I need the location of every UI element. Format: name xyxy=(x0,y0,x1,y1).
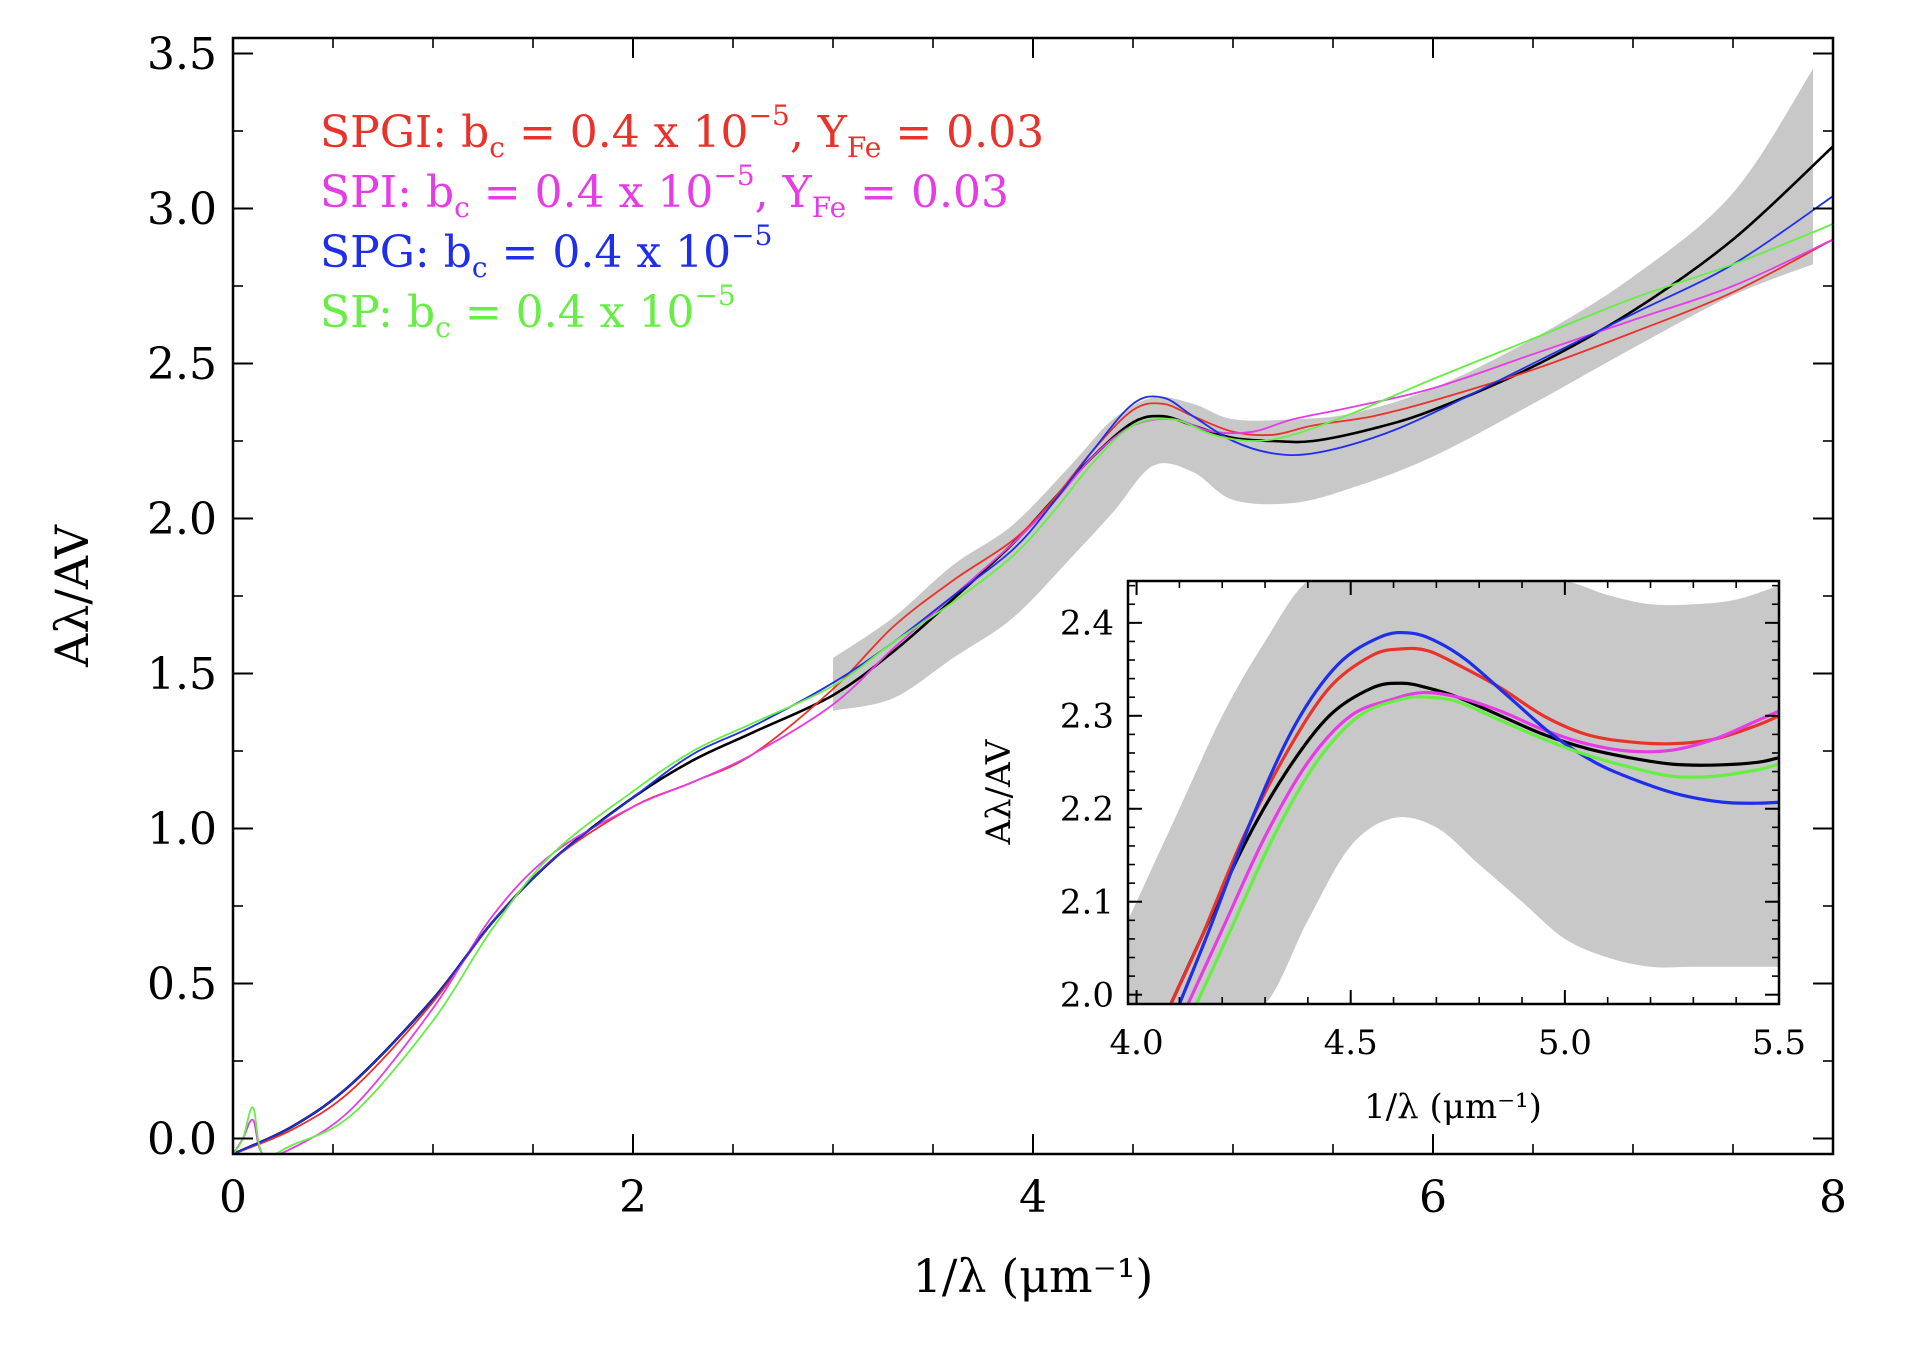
inset-xtick-label: 4.0 xyxy=(1110,1023,1164,1063)
legend-text-part: Fe xyxy=(847,131,881,164)
legend-text-part: c xyxy=(472,251,488,284)
main-series-sp xyxy=(233,223,1833,1154)
main-ytick-label: 3.0 xyxy=(147,184,217,235)
inset-series-spg xyxy=(1177,630,1779,1004)
inset-series-sp xyxy=(1194,695,1779,1004)
main-ticks: 0 2 4 6 8 0.0 0.5 1.0 1.5 2.0 2.5 3.0 3.5 xyxy=(147,29,1847,1223)
legend-text-part: SP: b xyxy=(320,287,435,338)
main-ytick-label: 0.0 xyxy=(147,1114,217,1165)
inset-plot: 4.0 4.5 5.0 5.5 2.0 2.1 2.2 2.3 2.4 1/λ (μm⁻¹) A… xyxy=(979,579,1806,1127)
inset-uncertainty-band xyxy=(1128,581,1779,1004)
legend-text-part: −5 xyxy=(731,219,772,252)
main-xtick-label: 2 xyxy=(619,1172,647,1223)
legend-entry-3: SP: bc = 0.4 x 10−5 xyxy=(320,279,736,344)
legend-text-part: = 0.03 xyxy=(881,107,1044,158)
inset-series-spi xyxy=(1186,690,1779,1004)
legend-text-part: Fe xyxy=(812,191,846,224)
main-xtick-label: 4 xyxy=(1019,1172,1047,1223)
inset-ytick-label: 2.0 xyxy=(1060,976,1114,1016)
legend-text-part: c xyxy=(454,191,470,224)
legend-entry-1: SPI: bc = 0.4 x 10−5, YFe = 0.03 xyxy=(320,159,1009,224)
legend-text-part: = 0.4 x 10 xyxy=(470,167,714,218)
legend-text-part: SPI: b xyxy=(320,167,454,218)
inset-ytick-label: 2.3 xyxy=(1060,697,1114,737)
main-ytick-label: 2.5 xyxy=(147,339,217,390)
inset-ytick-label: 2.2 xyxy=(1060,790,1114,830)
legend-text-part: −5 xyxy=(694,279,735,312)
main-ytick-label: 0.5 xyxy=(147,959,217,1010)
main-xtick-label: 6 xyxy=(1419,1172,1447,1223)
legend-text-part: , Y xyxy=(790,107,848,158)
legend-text-part: = 0.4 x 10 xyxy=(451,287,695,338)
inset-ylabel: Aλ/AV xyxy=(979,738,1019,845)
legend-text-part: = 0.4 x 10 xyxy=(488,227,732,278)
legend-entry-0: SPGI: bc = 0.4 x 10−5, YFe = 0.03 xyxy=(320,99,1044,164)
main-uncertainty-band xyxy=(833,69,1813,711)
legend-text-part: = 0.4 x 10 xyxy=(505,107,749,158)
main-plot: 0 2 4 6 80.00.51.01.52.02.53.03.5 SPGI: bc =… xyxy=(45,29,1847,1303)
main-axes-frame xyxy=(231,36,1835,1156)
main-ytick-label: 1.5 xyxy=(147,649,217,700)
legend-text-part: , Y xyxy=(755,167,813,218)
legend-text-part: = 0.03 xyxy=(846,167,1009,218)
legend-text-part: c xyxy=(435,311,451,344)
main-series-layer xyxy=(233,145,1833,1154)
main-xlabel: 1/λ (μm⁻¹) xyxy=(913,1249,1154,1303)
legend-text-part: SPGI: b xyxy=(320,107,489,158)
inset-xtick-label: 5.5 xyxy=(1752,1023,1806,1063)
legend-text-part: SPG: b xyxy=(320,227,472,278)
inset-xtick-label: 4.5 xyxy=(1324,1023,1378,1063)
main-ytick-label: 3.5 xyxy=(147,29,217,80)
legend-entry-2: SPG: bc = 0.4 x 10−5 xyxy=(320,219,772,284)
main-ytick-label: 2.0 xyxy=(147,494,217,545)
main-band-layer xyxy=(833,69,1813,711)
legend-text-part: −5 xyxy=(749,99,790,132)
inset-axes-frame xyxy=(1126,579,1781,1006)
inset-band-layer xyxy=(1128,581,1779,1004)
inset-ytick-label: 2.4 xyxy=(1060,604,1114,644)
inset-xlabel: 1/λ (μm⁻¹) xyxy=(1364,1087,1542,1127)
inset-ytick-label: 2.1 xyxy=(1060,883,1114,923)
inset-series-layer xyxy=(1169,630,1779,1004)
main-ytick-label: 1.0 xyxy=(147,804,217,855)
legend-text-part: −5 xyxy=(713,159,754,192)
inset-xtick-label: 5.0 xyxy=(1538,1023,1592,1063)
main-xtick-label: 8 xyxy=(1819,1172,1847,1223)
main-xtick-label: 0 xyxy=(219,1172,247,1223)
legend-text-part: c xyxy=(489,131,505,164)
main-series-spg xyxy=(233,195,1833,1154)
main-ylabel: Aλ/AV xyxy=(45,524,99,668)
